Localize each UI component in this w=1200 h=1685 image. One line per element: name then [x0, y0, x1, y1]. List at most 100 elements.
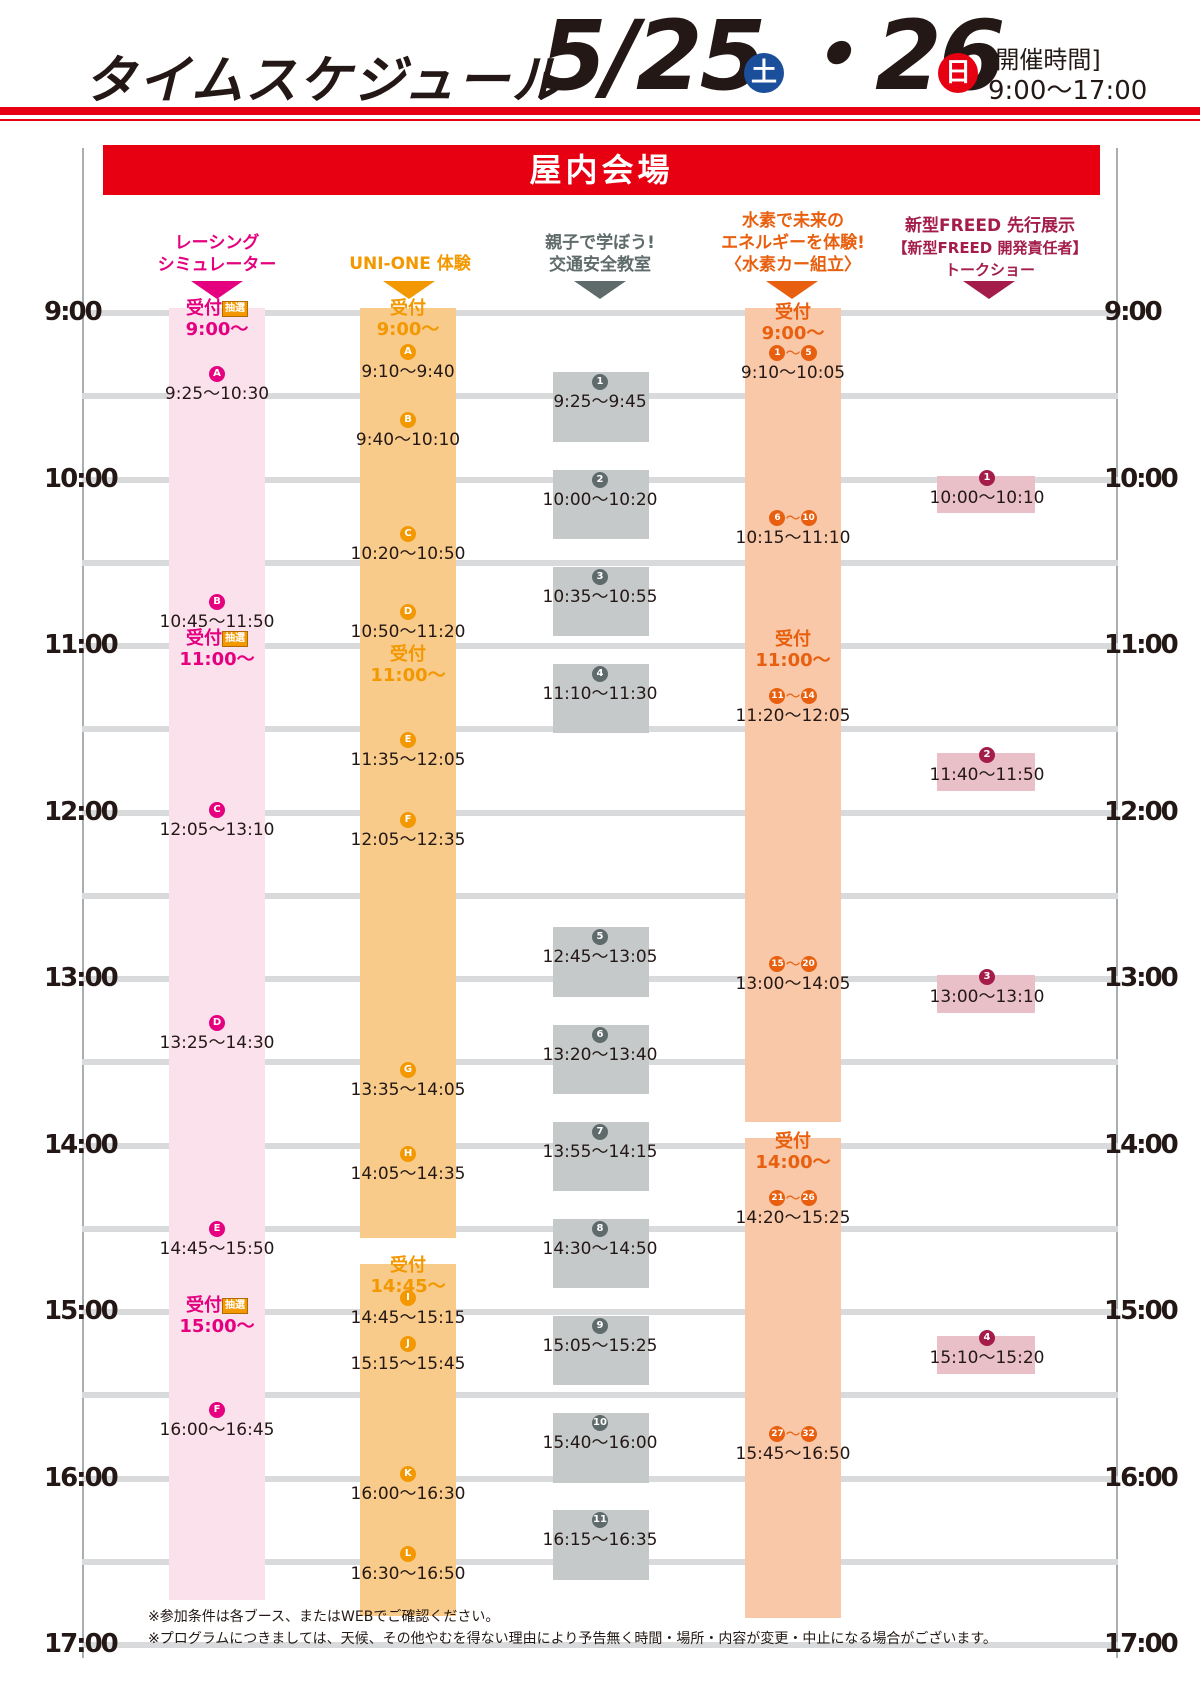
- column-header-hydrogen: 水素で未来の エネルギーを体験! 〈水素カー組立〉: [693, 210, 893, 276]
- uni-one-reception-label: 受付: [390, 644, 426, 665]
- uni-one-session: F 12:05〜12:35: [298, 810, 518, 851]
- uni-one-session-marker: D: [298, 602, 518, 622]
- hydrogen-session-marker: 1 〜 5: [683, 343, 903, 363]
- racing-marker-icon: D: [209, 1015, 225, 1031]
- uni-one-marker-icon: B: [400, 412, 416, 428]
- uni-one-session: A 9:10〜9:40: [298, 342, 518, 383]
- uni-one-session: I 14:45〜15:15: [298, 1288, 518, 1329]
- uni-one-session: J 15:15〜15:45: [298, 1334, 518, 1375]
- time-label-left: 11:00: [44, 630, 119, 660]
- hydrogen-marker-icon: 27: [769, 1426, 786, 1442]
- racing-reception-label-row: 受付 抽選: [107, 628, 327, 649]
- time-label-right: 13:00: [1104, 963, 1179, 993]
- racing-session-marker: E: [107, 1219, 327, 1239]
- freed-session-time: 11:40〜11:50: [929, 765, 1045, 785]
- kids-session-time: 13:55〜14:15: [542, 1141, 658, 1162]
- racing-band: [169, 308, 265, 1600]
- hydrogen-marker-icon: 26: [800, 1190, 817, 1206]
- notes: ※参加条件は各ブース、またはWEBでご確認ください。 ※プログラムにつきましては…: [148, 1606, 997, 1650]
- freed-session-time: 15:10〜15:20: [929, 1347, 1045, 1368]
- hydrogen-range: 6 〜 10: [769, 508, 817, 528]
- racing-session-marker: C: [107, 800, 327, 820]
- uni-one-session-time: 9:40〜10:10: [355, 430, 461, 450]
- hydrogen-range: 15 〜 20: [769, 954, 817, 974]
- hydrogen-band-2: [745, 1138, 841, 1618]
- kids-marker-icon: 4: [592, 665, 608, 682]
- kids-marker-icon: 11: [592, 1512, 608, 1529]
- uni-one-marker-icon: C: [400, 526, 416, 542]
- time-label-left: 13:00: [44, 963, 119, 993]
- freed-session-marker: 1: [877, 468, 1097, 488]
- racing-arrow-icon: [191, 281, 243, 299]
- kids-session: 10 15:40〜16:00: [490, 1413, 710, 1454]
- freed-session-time: 10:00〜10:10: [929, 487, 1045, 508]
- hydrogen-marker-icon: 5: [800, 345, 817, 361]
- racing-session: A 9:25〜10:30: [107, 364, 327, 405]
- uni-one-session-time: 11:35〜12:05: [350, 750, 466, 770]
- kids-session-marker: 11: [490, 1510, 710, 1530]
- kids-session: 11 16:15〜16:35: [490, 1510, 710, 1551]
- kids-title-line1: 親子で学ぼう!: [545, 233, 655, 253]
- uni-one-session-marker: E: [298, 730, 518, 750]
- racing-session-time: 9:25〜10:30: [164, 384, 270, 404]
- uni-one-reception: 受付 9:00〜: [298, 298, 518, 340]
- racing-session-time: 13:25〜14:30: [159, 1033, 275, 1053]
- kids-session-marker: 9: [490, 1316, 710, 1336]
- hydrogen-reception-time: 11:00〜: [755, 650, 831, 671]
- hydrogen-reception-label-row: 受付: [683, 302, 903, 323]
- kids-marker-icon: 7: [592, 1123, 608, 1140]
- uni-one-session-marker: A: [298, 342, 518, 362]
- header-divider-thin: [0, 119, 1200, 121]
- uni-one-marker-icon: K: [400, 1466, 416, 1482]
- uni-one-session-time: 16:00〜16:30: [350, 1484, 466, 1504]
- racing-reception-label: 受付: [186, 1295, 222, 1316]
- range-separator: 〜: [785, 344, 801, 362]
- time-label-right: 14:00: [1104, 1129, 1179, 1160]
- hydrogen-range: 21 〜 26: [769, 1188, 817, 1208]
- hydrogen-title-line2: エネルギーを体験!: [721, 233, 865, 253]
- hydrogen-reception-time: 9:00〜: [761, 323, 825, 344]
- uni-one-session-time: 10:50〜11:20: [350, 622, 466, 642]
- kids-title-line2: 交通安全教室: [549, 255, 651, 275]
- hydrogen-marker-icon: 20: [800, 956, 817, 972]
- uni-one-session-time: 12:05〜12:35: [350, 830, 466, 850]
- time-label-left: 10:00: [44, 463, 119, 494]
- kids-marker-icon: 8: [592, 1220, 608, 1237]
- hydrogen-session-marker: 15 〜 20: [683, 954, 903, 974]
- racing-session-time: 12:05〜13:10: [159, 820, 275, 840]
- kids-session: 8 14:30〜14:50: [490, 1219, 710, 1260]
- kids-session-time: 14:30〜14:50: [542, 1238, 658, 1259]
- hydrogen-marker-icon: 32: [800, 1426, 817, 1442]
- time-label-left: 16:00: [44, 1462, 119, 1493]
- kids-marker-icon: 2: [592, 471, 608, 488]
- hydrogen-reception-label-row: 受付: [683, 1131, 903, 1152]
- racing-reception-time: 15:00〜: [179, 1316, 255, 1337]
- uni-one-session: G 13:35〜14:05: [298, 1060, 518, 1101]
- racing-session-time: 10:45〜11:50: [159, 612, 275, 632]
- kids-marker-icon: 5: [592, 929, 608, 946]
- freed-marker-icon: 1: [979, 469, 995, 486]
- freed-title-line3: トークショー: [944, 261, 1035, 279]
- uni-one-session-marker: L: [298, 1544, 518, 1564]
- time-label-left: 12:00: [44, 796, 119, 827]
- uni-one-reception-label: 受付: [390, 1255, 426, 1276]
- uni-one-marker-icon: E: [400, 732, 416, 748]
- uni-one-marker-icon: G: [400, 1062, 416, 1078]
- hydrogen-marker-icon: 15: [769, 956, 786, 972]
- racing-reception-time: 9:00〜: [185, 319, 249, 340]
- uni-one-marker-icon: A: [400, 344, 416, 360]
- hydrogen-session-time: 13:00〜14:05: [735, 974, 851, 994]
- kids-marker-icon: 9: [592, 1317, 608, 1334]
- kids-session-time: 15:05〜15:25: [542, 1335, 658, 1356]
- hydrogen-marker-icon: 21: [769, 1190, 786, 1206]
- racing-reception-label-row: 受付 抽選: [107, 1295, 327, 1316]
- kids-session: 7 13:55〜14:15: [490, 1122, 710, 1163]
- kids-session-time: 15:40〜16:00: [542, 1433, 658, 1453]
- hydrogen-session: 21 〜 26 14:20〜15:25: [683, 1188, 903, 1229]
- kids-session-marker: 5: [490, 927, 710, 947]
- time-label-left: 9:00: [44, 297, 103, 327]
- uni-one-marker-icon: J: [400, 1336, 416, 1352]
- freed-marker-icon: 2: [979, 747, 995, 763]
- uni-one-marker-icon: L: [400, 1546, 416, 1562]
- uni-one-session-time: 13:35〜14:05: [350, 1080, 466, 1100]
